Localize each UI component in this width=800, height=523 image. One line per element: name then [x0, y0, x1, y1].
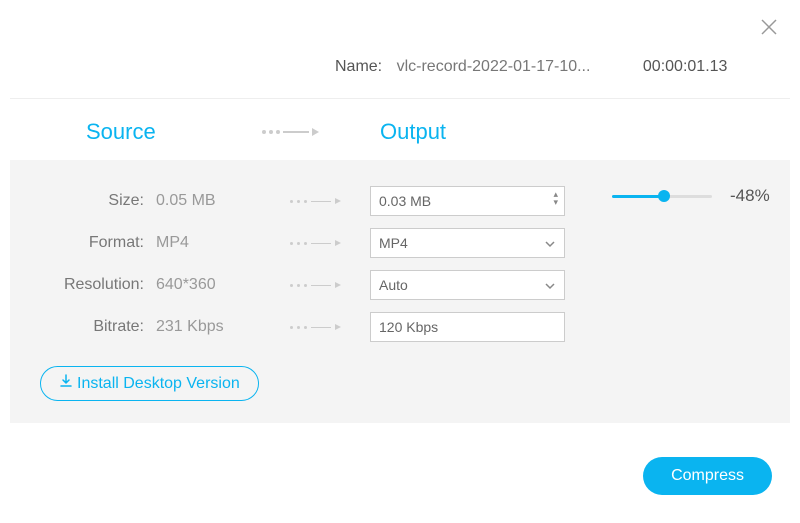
header-arrow-icon [262, 128, 319, 136]
size-slider[interactable] [612, 186, 712, 206]
format-label: Format: [10, 234, 150, 252]
resolution-label: Resolution: [10, 276, 150, 294]
format-row: Format: MP4 MP4 [10, 222, 790, 264]
resolution-output-value: Auto [379, 277, 408, 293]
size-row: Size: 0.05 MB 0.03 MB ▴▾ -48% [10, 180, 790, 222]
size-output-value: 0.03 MB [379, 193, 431, 209]
column-headers: Source Output [0, 112, 800, 152]
duration-value: 00:00:01.13 [643, 58, 728, 75]
size-percent-label: -48% [730, 186, 770, 206]
bitrate-output-value: 120 Kbps [379, 319, 438, 335]
close-button[interactable] [760, 18, 778, 40]
chevron-down-icon [544, 238, 556, 250]
format-output-value: MP4 [379, 235, 408, 251]
arrow-icon [290, 282, 341, 288]
stepper-icon: ▴▾ [553, 190, 558, 206]
size-label: Size: [10, 192, 150, 210]
bitrate-row: Bitrate: 231 Kbps 120 Kbps [10, 306, 790, 348]
bitrate-input[interactable]: 120 Kbps [370, 312, 565, 342]
install-desktop-button[interactable]: Install Desktop Version [40, 366, 259, 401]
resolution-source-value: 640*360 [150, 276, 260, 294]
bitrate-label: Bitrate: [10, 318, 150, 336]
name-value: vlc-record-2022-01-17-10... [397, 58, 591, 75]
header-divider [10, 98, 790, 99]
size-source-value: 0.05 MB [150, 192, 260, 210]
size-output-stepper[interactable]: 0.03 MB ▴▾ [370, 186, 565, 216]
format-source-value: MP4 [150, 234, 260, 252]
file-name-row: Name: vlc-record-2022-01-17-10... 00:00:… [0, 58, 800, 76]
arrow-icon [290, 324, 341, 330]
arrow-icon [290, 240, 341, 246]
compress-button[interactable]: Compress [643, 457, 772, 495]
resolution-select[interactable]: Auto [370, 270, 565, 300]
install-label: Install Desktop Version [77, 375, 240, 393]
compress-label: Compress [671, 467, 744, 484]
chevron-down-icon [544, 280, 556, 292]
arrow-icon [290, 198, 341, 204]
format-select[interactable]: MP4 [370, 228, 565, 258]
name-label: Name: [335, 58, 382, 75]
bitrate-source-value: 231 Kbps [150, 318, 260, 336]
output-header: Output [380, 119, 446, 145]
download-icon [59, 374, 73, 393]
resolution-row: Resolution: 640*360 Auto [10, 264, 790, 306]
source-header: Source [86, 119, 156, 145]
